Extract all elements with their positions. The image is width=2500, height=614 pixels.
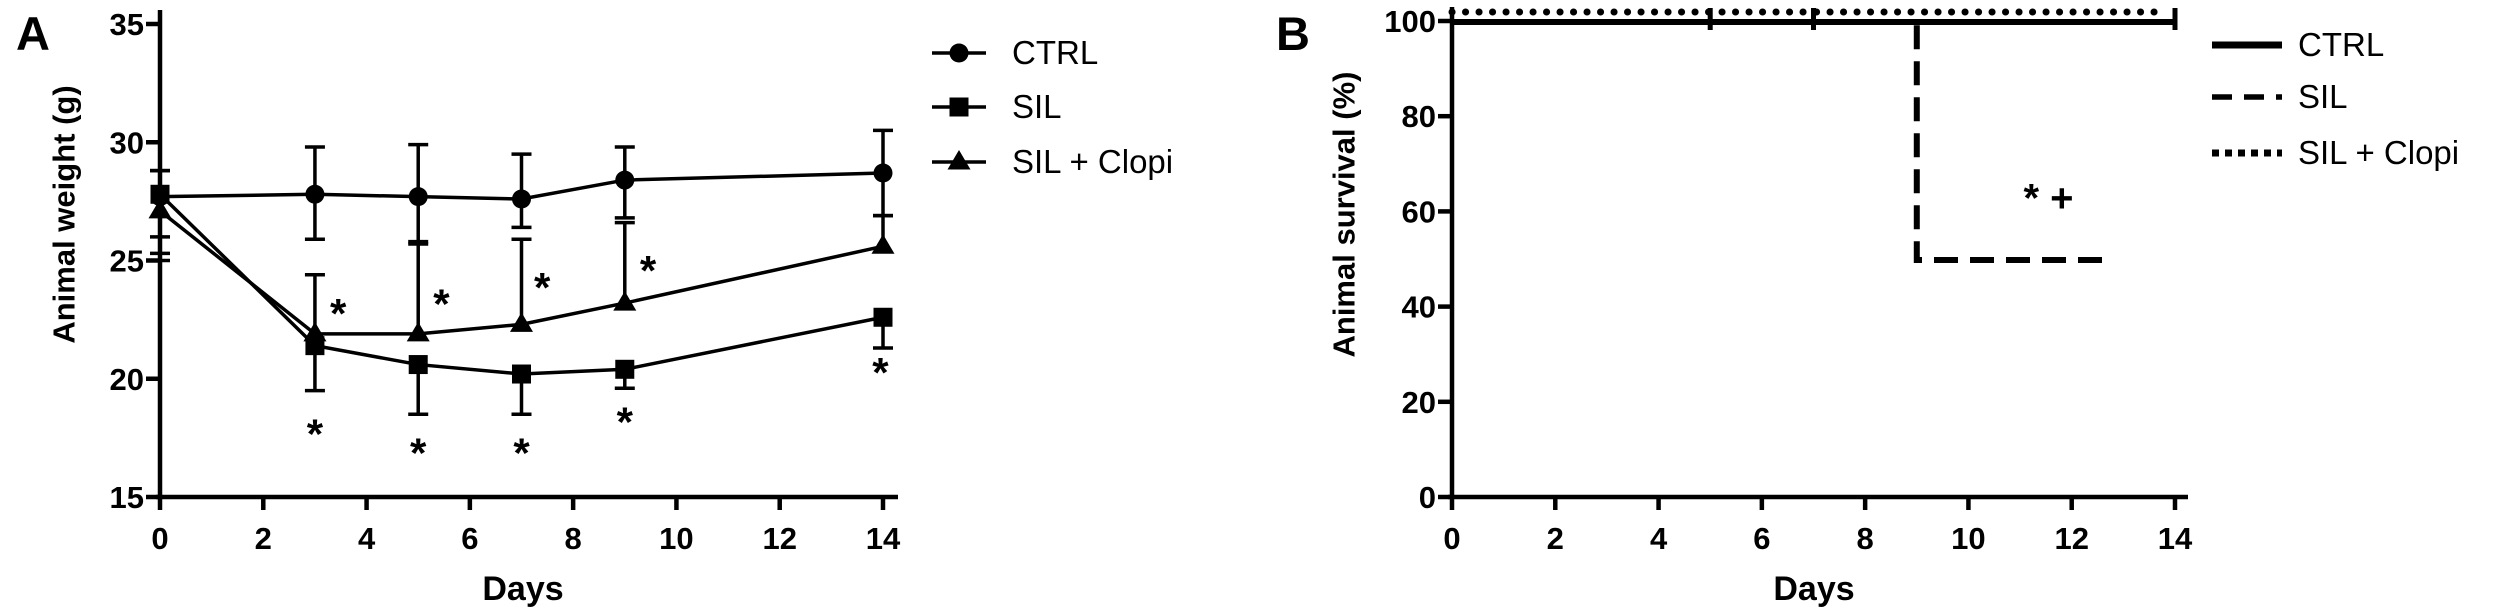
series-line-sil-clopi <box>158 209 884 336</box>
panel-a-x-tick-label: 2 <box>255 521 272 556</box>
panel-a-x-axis-title: Days <box>482 570 564 608</box>
panel-b-label: B <box>1276 7 1310 60</box>
panel-a-y-tick-label: 20 <box>110 362 144 397</box>
panel-a-y-tick-label: 15 <box>110 480 144 515</box>
data-point-ctrl <box>305 184 325 204</box>
data-point-ctrl <box>615 170 635 190</box>
data-point-ctrl <box>408 187 428 207</box>
data-point-sil <box>873 307 893 327</box>
data-point-sil-clopi <box>613 291 637 311</box>
panel-a-significance-marker: * <box>872 349 889 396</box>
panel-b-x-tick-label: 12 <box>2054 521 2088 556</box>
panel-b-x-tick-label: 8 <box>1857 521 1874 556</box>
panel-a-x-tick-label: 14 <box>866 521 901 556</box>
data-point-sil-clopi <box>406 321 430 342</box>
data-point-sil <box>408 355 428 375</box>
panel-a-significance-marker: * <box>534 264 551 311</box>
panel-a-significance-marker: * <box>433 280 450 327</box>
panel-b-x-tick-label: 10 <box>1951 521 1985 556</box>
legend-label: SIL <box>2298 78 2348 115</box>
data-point-ctrl <box>873 163 893 183</box>
panel-a-x-tick-label: 8 <box>565 521 582 556</box>
legend-label: CTRL <box>2298 26 2384 63</box>
data-point-sil <box>512 364 531 384</box>
data-point-sil <box>615 359 635 379</box>
panel-b-x-tick-label: 14 <box>2158 521 2193 556</box>
panel-a-significance-marker: * <box>617 399 634 446</box>
data-point-sil-clopi <box>148 198 172 219</box>
panel-b-x-tick-label: 4 <box>1650 521 1668 556</box>
panel-a-significance-marker: * <box>307 410 324 457</box>
panel-b-x-tick-label: 2 <box>1547 521 1564 556</box>
data-point-sil-clopi <box>510 312 533 332</box>
series-line-ctrl <box>159 171 884 201</box>
panel-a-x-tick-label: 4 <box>358 521 376 556</box>
panel-b-y-tick-label: 60 <box>1402 194 1436 229</box>
data-point-ctrl <box>512 189 531 209</box>
legend-label: SIL <box>1012 88 1062 125</box>
panel-b-x-axis-title: Days <box>1773 570 1855 608</box>
panel-a-y-tick-label: 35 <box>110 7 144 42</box>
panel-a-label: A <box>16 7 50 60</box>
legend-square-marker-icon <box>949 97 969 117</box>
panel-b-significance-marker: * + <box>2023 176 2073 220</box>
legend-label: SIL + Clopi <box>2298 134 2459 171</box>
data-point-sil-clopi <box>871 234 895 254</box>
series-line-sil <box>158 193 884 376</box>
panel-a-significance-marker: * <box>410 429 427 476</box>
panel-b-y-tick-label: 0 <box>1419 480 1436 515</box>
panel-a-y-tick-label: 25 <box>110 244 144 279</box>
legend-circle-marker-icon <box>949 43 969 63</box>
panel-b-y-tick-label: 100 <box>1384 4 1436 39</box>
panel-a-x-tick-label: 12 <box>762 521 796 556</box>
legend-label: CTRL <box>1012 34 1098 71</box>
panel-b-y-axis-title: Animal survival (%) <box>1326 71 1362 358</box>
panel-b-y-tick-label: 80 <box>1402 99 1436 134</box>
panel-a-y-axis-title: Animal weight (g) <box>46 85 82 344</box>
panel-b-x-tick-label: 0 <box>1443 521 1460 556</box>
data-point-sil-clopi <box>303 321 327 342</box>
legend-triangle-marker-icon <box>947 150 971 170</box>
panel-b-y-tick-label: 20 <box>1402 385 1436 420</box>
panel-b-x-tick-label: 6 <box>1753 521 1770 556</box>
panel-a-significance-marker: * <box>640 247 657 294</box>
panel-a-x-tick-label: 10 <box>659 521 693 556</box>
survival-curve-sil <box>1452 19 2111 263</box>
panel-b-y-tick-label: 40 <box>1402 290 1436 325</box>
panel-a-significance-marker: * <box>513 429 530 476</box>
panel-a-x-tick-label: 6 <box>461 521 478 556</box>
panel-a-y-tick-label: 30 <box>110 125 144 160</box>
panel-a-significance-marker: * <box>330 290 347 337</box>
legend-label: SIL + Clopi <box>1012 143 1173 180</box>
panel-a-x-tick-label: 0 <box>151 521 168 556</box>
data-point-sil <box>150 184 170 204</box>
